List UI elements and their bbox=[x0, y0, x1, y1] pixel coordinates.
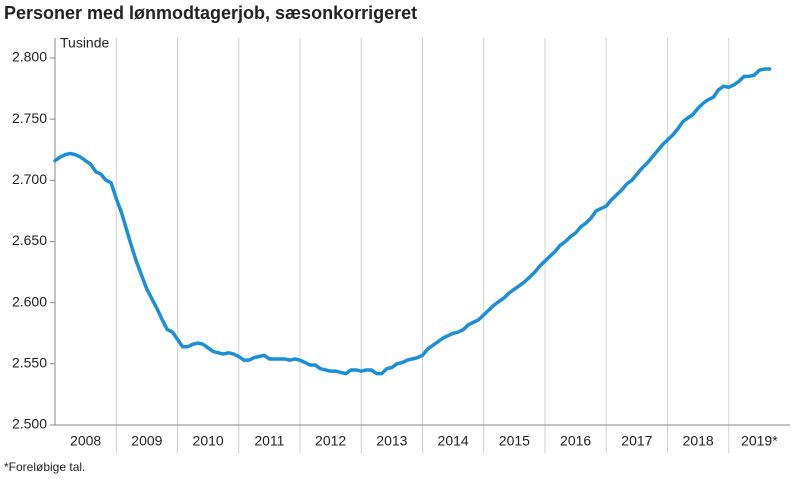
x-tick-label: 2015 bbox=[499, 433, 530, 449]
x-tick-label: 2012 bbox=[315, 433, 346, 449]
x-tick-label: 2017 bbox=[621, 433, 652, 449]
x-tick-label: 2013 bbox=[376, 433, 407, 449]
y-tick-label: 2.750 bbox=[12, 110, 47, 126]
y-tick-label: 2.650 bbox=[12, 232, 47, 248]
x-tick-label: 2019* bbox=[741, 433, 778, 449]
x-tick-label: 2011 bbox=[254, 433, 284, 449]
x-tick-label: 2016 bbox=[560, 433, 591, 449]
y-axis-label: Tusinde bbox=[60, 35, 110, 51]
footnote: *Foreløbige tal. bbox=[4, 460, 85, 474]
y-tick-label: 2.550 bbox=[12, 355, 47, 371]
x-tick-label: 2014 bbox=[438, 433, 469, 449]
y-tick-label: 2.800 bbox=[12, 49, 47, 65]
x-tick-label: 2009 bbox=[131, 433, 162, 449]
y-tick-label: 2.500 bbox=[12, 416, 47, 432]
data-line bbox=[53, 67, 772, 376]
chart-title: Personer med lønmodtagerjob, sæsonkorrig… bbox=[4, 3, 417, 23]
y-tick-label: 2.600 bbox=[12, 293, 47, 309]
x-tick-label: 2018 bbox=[683, 433, 714, 449]
y-tick-label: 2.700 bbox=[12, 171, 47, 187]
x-tick-label: 2010 bbox=[193, 433, 224, 449]
x-tick-label: 2008 bbox=[70, 433, 101, 449]
